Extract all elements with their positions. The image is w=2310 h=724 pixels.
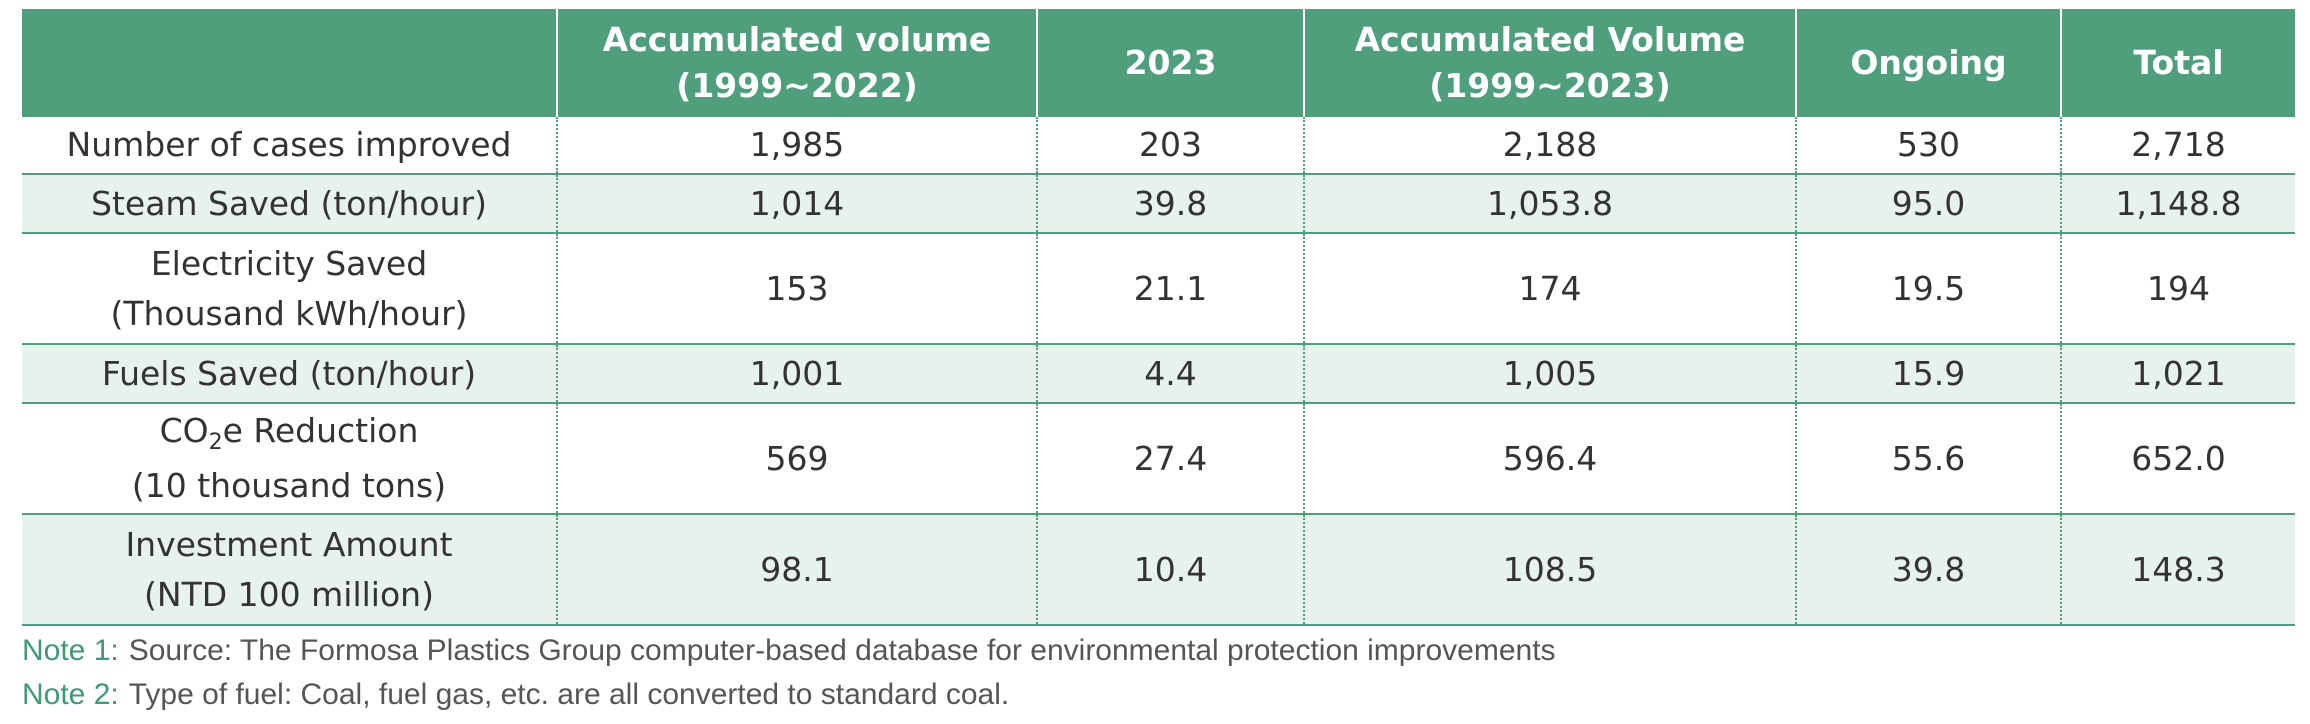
table-cell: 148.3	[2061, 514, 2295, 625]
row-label-text: Steam Saved (ton/hour)	[91, 184, 487, 223]
header-line: Ongoing	[1850, 43, 2006, 82]
table-cell: 1,021	[2061, 344, 2295, 403]
row-label-unit: (NTD 100 million)	[22, 570, 556, 620]
row-label-text: Electricity Saved	[22, 239, 556, 289]
table-row: Investment Amount (NTD 100 million) 98.1 …	[22, 514, 2295, 625]
note-text: Type of fuel: Coal, fuel gas, etc. are a…	[129, 678, 1010, 711]
table-cell: 1,053.8	[1304, 174, 1796, 233]
table-cell: 95.0	[1796, 174, 2061, 233]
table-cell: 98.1	[557, 514, 1037, 625]
row-label-text: Fuels Saved (ton/hour)	[102, 354, 476, 393]
table-cell: 19.5	[1796, 233, 2061, 344]
table-row: CO2e Reduction (10 thousand tons) 569 27.…	[22, 403, 2295, 514]
table-cell: 27.4	[1037, 403, 1304, 514]
row-label: Steam Saved (ton/hour)	[22, 174, 557, 233]
row-label-text: Number of cases improved	[67, 125, 512, 164]
row-label-text: Investment Amount	[22, 520, 556, 570]
footnotes: Note 1: Source: The Formosa Plastics Grou…	[22, 629, 2295, 717]
table-cell: 569	[557, 403, 1037, 514]
header-line: Accumulated volume	[558, 17, 1036, 63]
header-ongoing: Ongoing	[1796, 9, 2061, 117]
table-cell: 174	[1304, 233, 1796, 344]
table-cell: 1,985	[557, 117, 1037, 174]
co2-text: CO	[160, 411, 209, 450]
table-cell: 21.1	[1037, 233, 1304, 344]
co2-subscript: 2	[209, 430, 223, 455]
header-line: (1999~2023)	[1305, 63, 1795, 109]
table-cell: 203	[1037, 117, 1304, 174]
header-blank	[22, 9, 557, 117]
table-cell: 652.0	[2061, 403, 2295, 514]
table-cell: 15.9	[1796, 344, 2061, 403]
row-label: Number of cases improved	[22, 117, 557, 174]
table-cell: 39.8	[1796, 514, 2061, 625]
header-line: (1999~2022)	[558, 63, 1036, 109]
table-cell: 39.8	[1037, 174, 1304, 233]
row-label: Electricity Saved (Thousand kWh/hour)	[22, 233, 557, 344]
table-cell: 153	[557, 233, 1037, 344]
table-cell: 55.6	[1796, 403, 2061, 514]
header-line: 2023	[1125, 43, 1217, 82]
row-label-text: CO2e Reduction	[22, 406, 556, 461]
table-row: Number of cases improved 1,985 203 2,188…	[22, 117, 2295, 174]
table-header-row: Accumulated volume (1999~2022) 2023 Accum…	[22, 9, 2295, 117]
header-accumulated-1999-2023: Accumulated Volume (1999~2023)	[1304, 9, 1796, 117]
table-row: Electricity Saved (Thousand kWh/hour) 153…	[22, 233, 2295, 344]
table-cell: 10.4	[1037, 514, 1304, 625]
header-line: Total	[2133, 43, 2223, 82]
note-label: Note 1:	[22, 634, 119, 667]
row-label-unit: (10 thousand tons)	[22, 461, 556, 511]
header-accumulated-1999-2022: Accumulated volume (1999~2022)	[557, 9, 1037, 117]
table-cell: 1,148.8	[2061, 174, 2295, 233]
header-total: Total	[2061, 9, 2295, 117]
header-2023: 2023	[1037, 9, 1304, 117]
row-label: Fuels Saved (ton/hour)	[22, 344, 557, 403]
table-cell: 530	[1796, 117, 2061, 174]
row-label-unit: (Thousand kWh/hour)	[22, 289, 556, 339]
table-cell: 108.5	[1304, 514, 1796, 625]
table-cell: 1,001	[557, 344, 1037, 403]
table-cell: 194	[2061, 233, 2295, 344]
table-cell: 4.4	[1037, 344, 1304, 403]
table-cell: 1,014	[557, 174, 1037, 233]
table-row: Steam Saved (ton/hour) 1,014 39.8 1,053.…	[22, 174, 2295, 233]
footnote-2: Note 2: Type of fuel: Coal, fuel gas, etc…	[22, 673, 2295, 717]
table-cell: 1,005	[1304, 344, 1796, 403]
row-label: CO2e Reduction (10 thousand tons)	[22, 403, 557, 514]
table-cell: 2,188	[1304, 117, 1796, 174]
footnote-1: Note 1: Source: The Formosa Plastics Grou…	[22, 629, 2295, 673]
note-text: Source: The Formosa Plastics Group compu…	[129, 634, 1556, 667]
table-cell: 596.4	[1304, 403, 1796, 514]
reduction-text: e Reduction	[223, 411, 419, 450]
note-label: Note 2:	[22, 678, 119, 711]
table-row: Fuels Saved (ton/hour) 1,001 4.4 1,005 1…	[22, 344, 2295, 403]
energy-savings-table: Accumulated volume (1999~2022) 2023 Accum…	[22, 9, 2295, 626]
header-line: Accumulated Volume	[1305, 17, 1795, 63]
row-label: Investment Amount (NTD 100 million)	[22, 514, 557, 625]
table-cell: 2,718	[2061, 117, 2295, 174]
